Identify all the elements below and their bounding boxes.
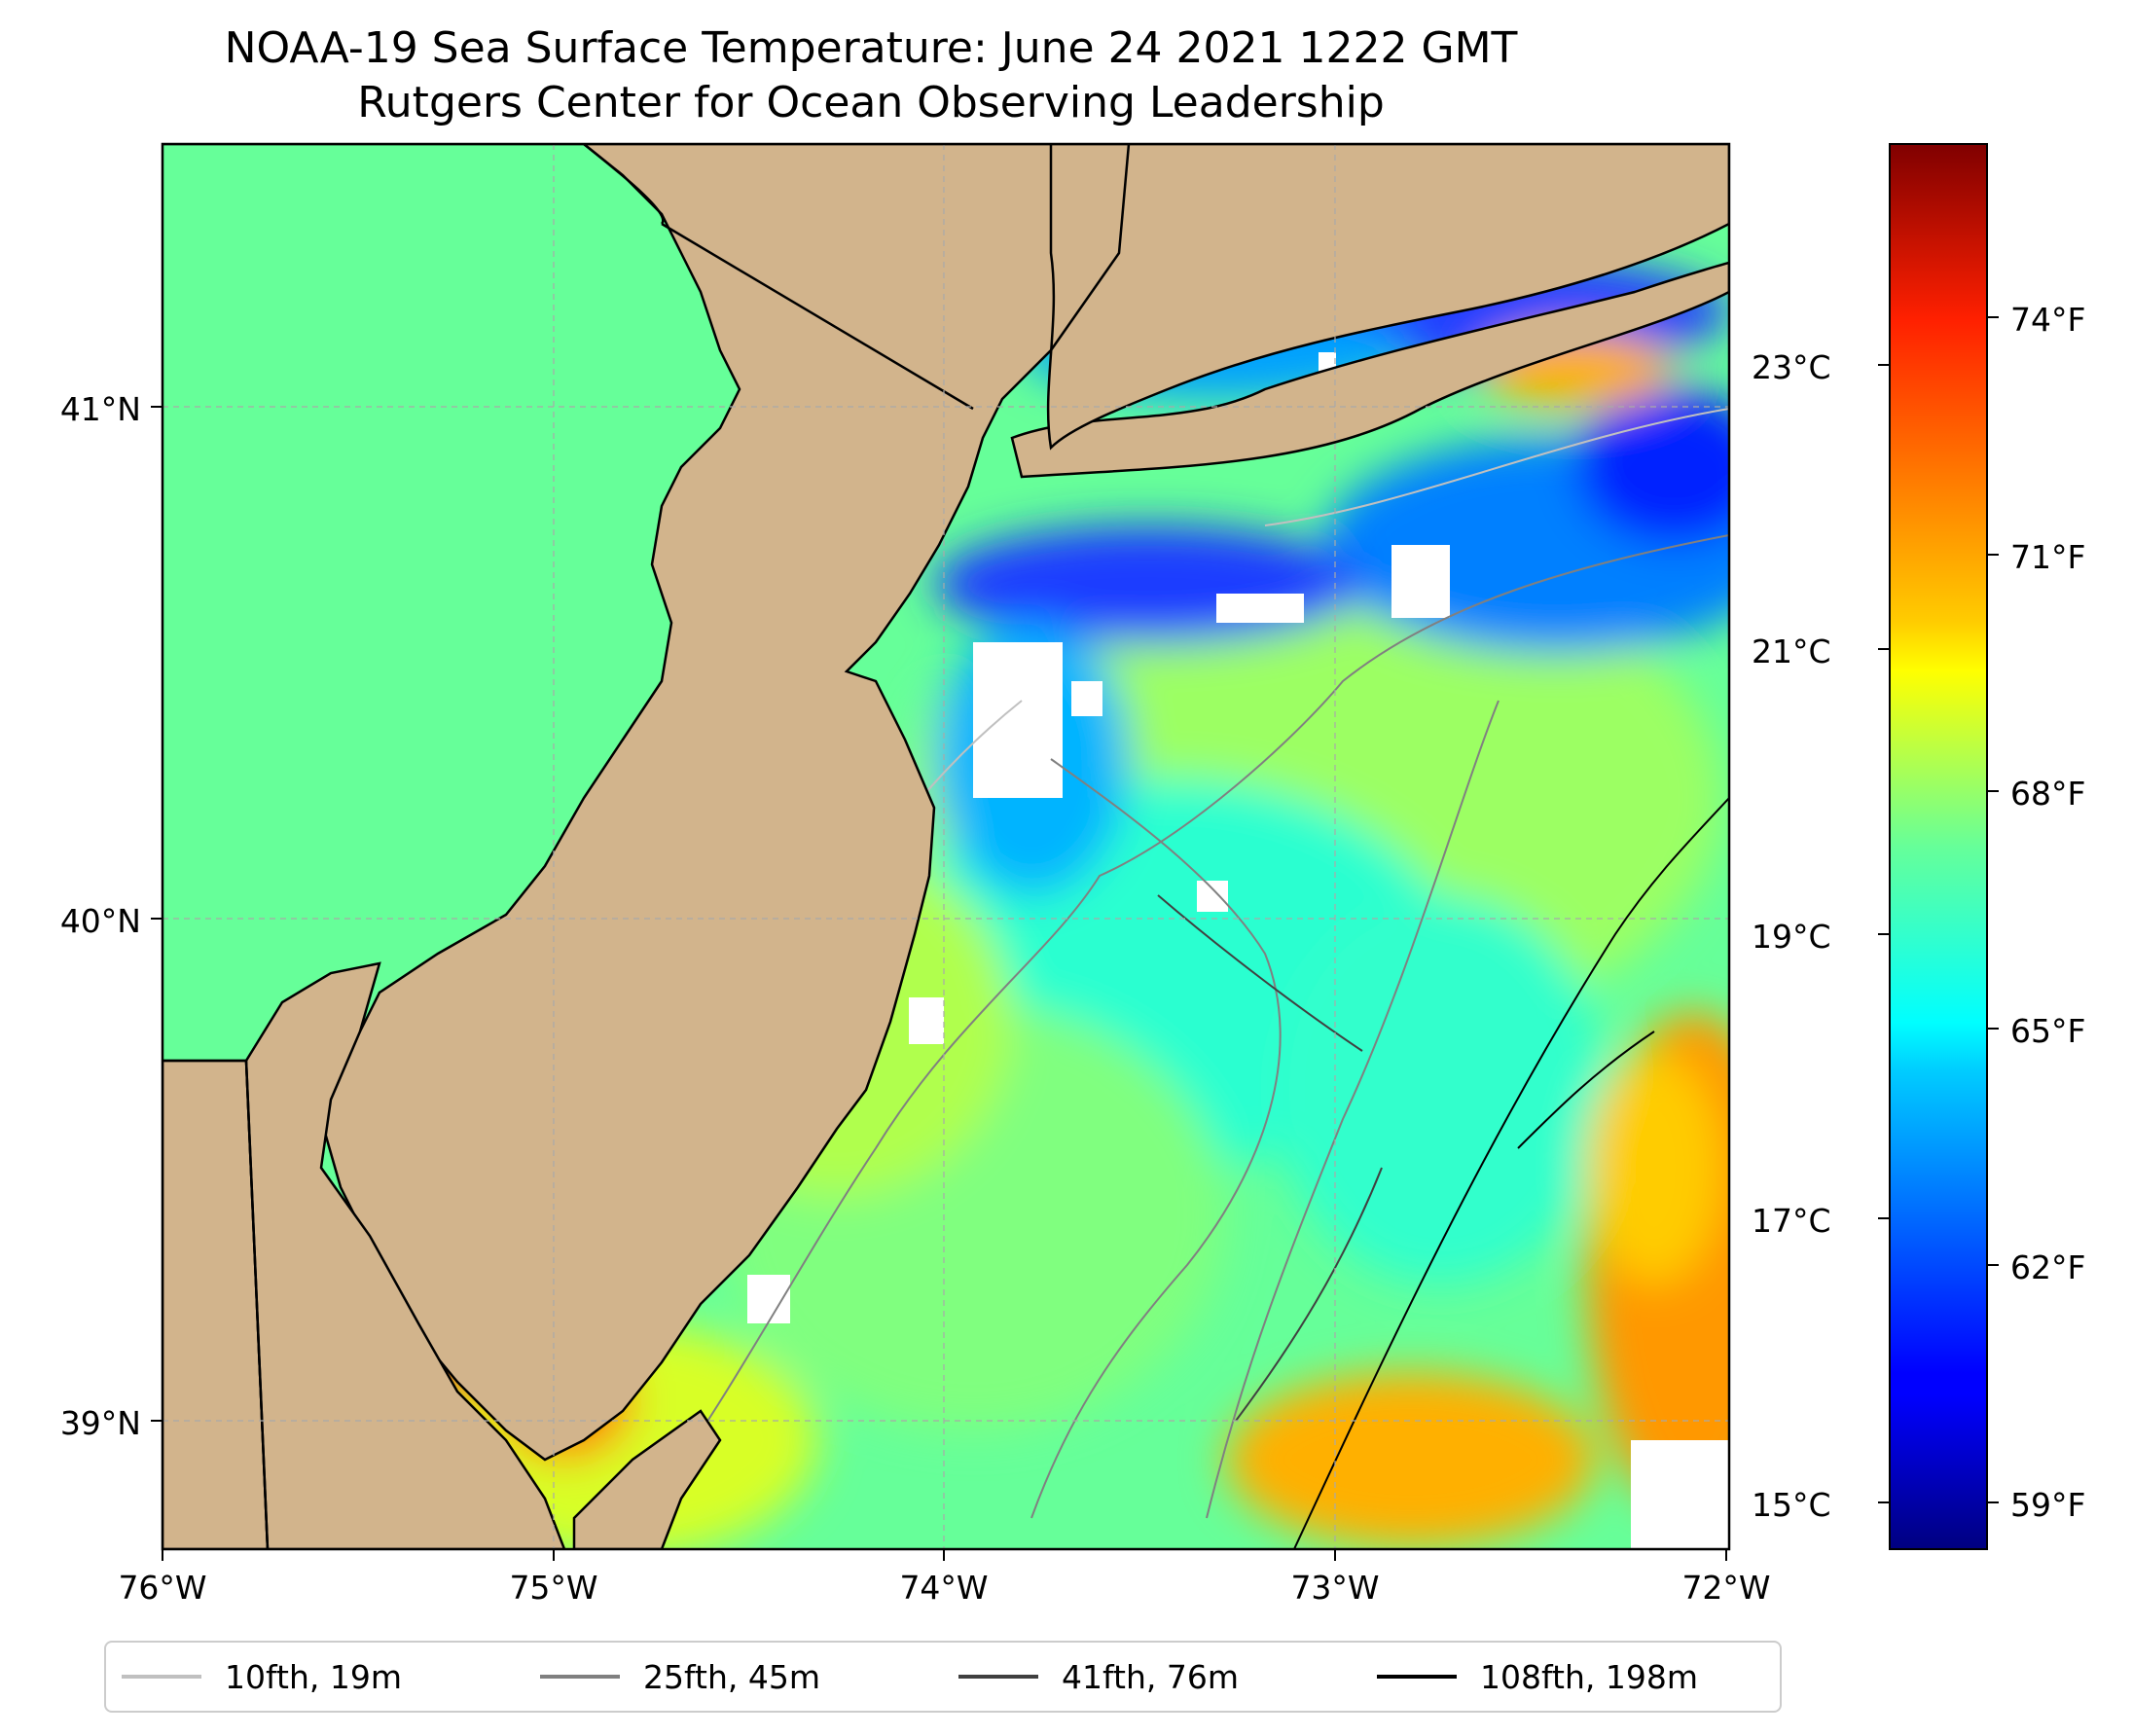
colorbar xyxy=(1889,143,1988,1550)
colorbar-fahrenheit-label: 71°F xyxy=(2010,538,2086,576)
colorbar-fahrenheit-label: 65°F xyxy=(2010,1012,2086,1050)
lat-tick-label: 40°N xyxy=(59,902,141,940)
colorbar-fahrenheit-label: 74°F xyxy=(2010,301,2086,339)
land xyxy=(163,144,1729,1549)
colorbar-fahrenheit-label: 59°F xyxy=(2010,1486,2086,1524)
colorbar-celsius-label: 21°C xyxy=(1752,633,1831,670)
map-frame xyxy=(161,142,1731,1551)
legend-item: 41fth, 76m xyxy=(958,1643,1239,1711)
colorbar-fahrenheit-label: 62°F xyxy=(2010,1248,2086,1286)
legend-label: 41fth, 76m xyxy=(1062,1657,1239,1696)
lat-tick-label: 39°N xyxy=(59,1404,141,1442)
legend-item: 10fth, 19m xyxy=(122,1643,402,1711)
lon-tick-label: 72°W xyxy=(1681,1569,1771,1607)
lat-tick-label: 41°N xyxy=(59,390,141,428)
legend-swatch xyxy=(1377,1675,1457,1679)
colorbar-celsius-label: 17°C xyxy=(1752,1202,1831,1240)
legend-label: 10fth, 19m xyxy=(225,1657,402,1696)
gridlines xyxy=(163,144,1729,1549)
map-subtitle: Rutgers Center for Ocean Observing Leade… xyxy=(357,78,1385,127)
legend-label: 108fth, 198m xyxy=(1480,1657,1698,1696)
legend-item: 108fth, 198m xyxy=(1377,1643,1698,1711)
colorbar-celsius-label: 15°C xyxy=(1752,1486,1831,1524)
legend-swatch xyxy=(958,1675,1038,1679)
legend-swatch xyxy=(540,1675,620,1679)
map-title: NOAA-19 Sea Surface Temperature: June 24… xyxy=(224,23,1518,73)
state-borders xyxy=(163,144,1131,1549)
colorbar-celsius-label: 23°C xyxy=(1752,348,1831,386)
colorbar-celsius-label: 19°C xyxy=(1752,918,1831,956)
colorbar-fahrenheit-label: 68°F xyxy=(2010,775,2086,813)
axis-ticks xyxy=(151,406,1727,1561)
lon-tick-label: 75°W xyxy=(509,1569,598,1607)
contour-legend: 10fth, 19m 25fth, 45m 41fth, 76m 108fth,… xyxy=(104,1641,1782,1713)
lon-tick-label: 74°W xyxy=(899,1569,989,1607)
legend-label: 25fth, 45m xyxy=(643,1657,820,1696)
lon-tick-label: 76°W xyxy=(118,1569,207,1607)
no-data-patches xyxy=(747,352,1729,1549)
legend-item: 25fth, 45m xyxy=(540,1643,820,1711)
lon-tick-label: 73°W xyxy=(1290,1569,1380,1607)
legend-swatch xyxy=(122,1675,201,1679)
colorbar-ticks xyxy=(1878,316,1999,1503)
